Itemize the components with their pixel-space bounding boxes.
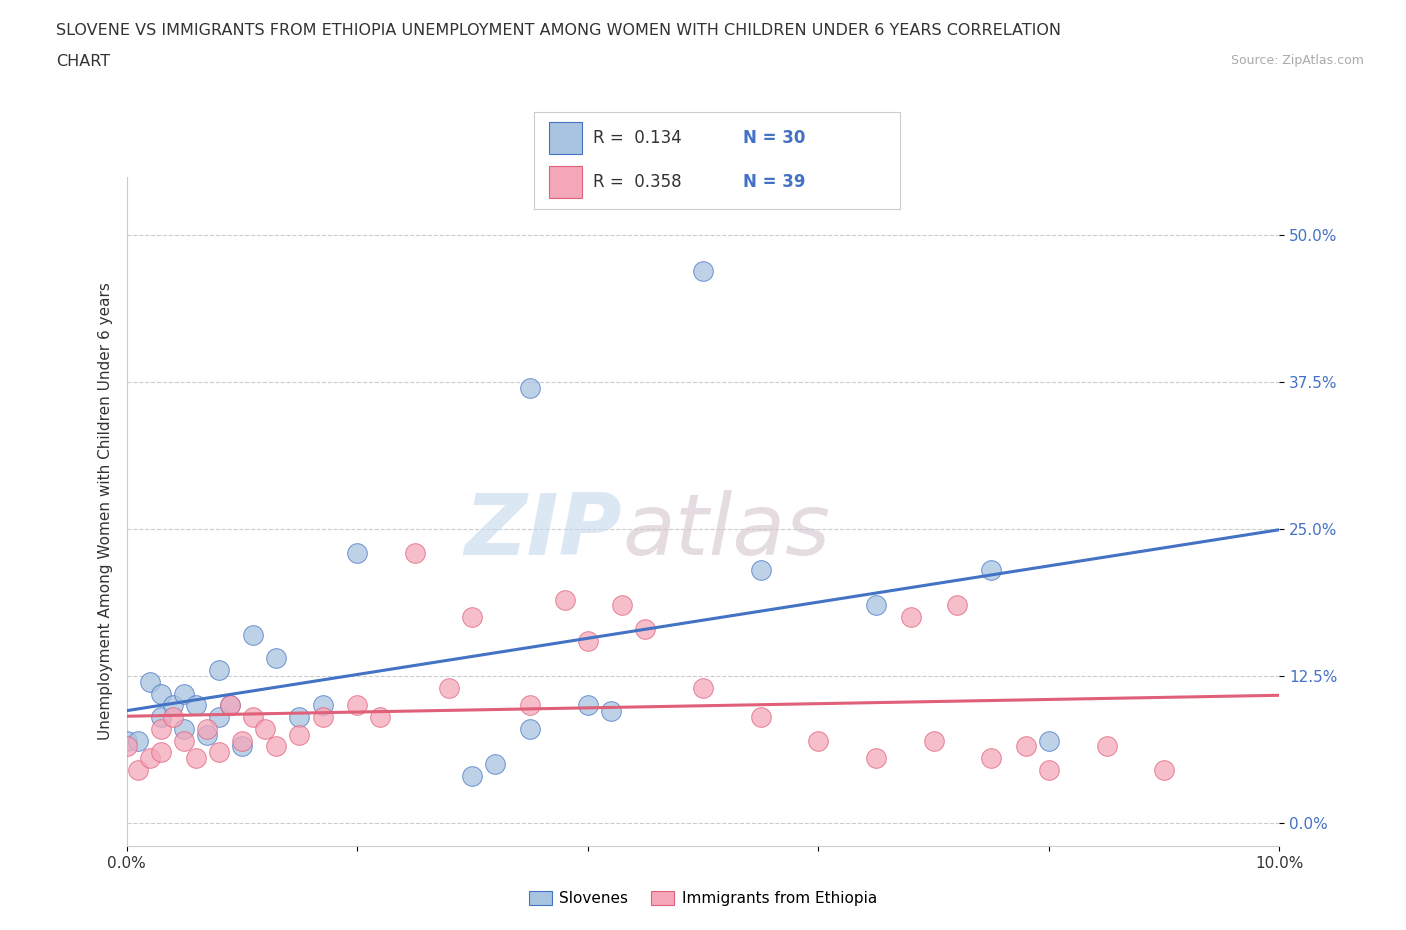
Point	[231, 739, 253, 754]
Point	[945, 598, 967, 613]
Text: R =  0.358: R = 0.358	[593, 173, 682, 191]
Point	[242, 628, 264, 643]
Point	[242, 710, 264, 724]
Point	[208, 663, 231, 678]
Text: SLOVENE VS IMMIGRANTS FROM ETHIOPIA UNEMPLOYMENT AMONG WOMEN WITH CHILDREN UNDER: SLOVENE VS IMMIGRANTS FROM ETHIOPIA UNEM…	[56, 23, 1062, 38]
Point	[208, 710, 231, 724]
Point	[346, 545, 368, 560]
Point	[368, 710, 391, 724]
Point	[692, 680, 714, 695]
Point	[184, 698, 207, 712]
Point	[173, 722, 195, 737]
Point	[127, 733, 149, 748]
Point	[346, 698, 368, 712]
Point	[519, 380, 541, 395]
Point	[1095, 739, 1118, 754]
Point	[484, 757, 506, 772]
Point	[150, 686, 173, 701]
Point	[138, 674, 160, 689]
Point	[288, 710, 311, 724]
Point	[1153, 763, 1175, 777]
Point	[865, 598, 887, 613]
Y-axis label: Unemployment Among Women with Children Under 6 years: Unemployment Among Women with Children U…	[97, 283, 112, 740]
Point	[311, 710, 333, 724]
Point	[554, 592, 576, 607]
Point	[266, 739, 288, 754]
Point	[150, 722, 173, 737]
Point	[599, 704, 621, 719]
FancyBboxPatch shape	[548, 123, 582, 153]
Point	[208, 745, 231, 760]
Point	[162, 698, 184, 712]
Point	[184, 751, 207, 765]
Point	[115, 733, 138, 748]
Text: ZIP: ZIP	[464, 490, 623, 573]
Point	[692, 263, 714, 278]
Point	[900, 610, 922, 625]
Text: CHART: CHART	[56, 54, 110, 69]
Point	[865, 751, 887, 765]
Point	[173, 733, 195, 748]
Point	[266, 651, 288, 666]
Point	[749, 710, 772, 724]
Point	[195, 722, 218, 737]
Point	[195, 727, 218, 742]
Point	[138, 751, 160, 765]
Point	[980, 751, 1002, 765]
Text: atlas: atlas	[623, 490, 831, 573]
Point	[219, 698, 242, 712]
Point	[1038, 733, 1060, 748]
Point	[612, 598, 634, 613]
Point	[311, 698, 333, 712]
FancyBboxPatch shape	[548, 166, 582, 197]
Point	[253, 722, 276, 737]
Point	[288, 727, 311, 742]
Point	[127, 763, 149, 777]
Point	[519, 698, 541, 712]
Point	[807, 733, 830, 748]
Point	[576, 633, 599, 648]
Text: R =  0.134: R = 0.134	[593, 129, 682, 147]
Point	[115, 739, 138, 754]
Point	[173, 686, 195, 701]
Point	[150, 745, 173, 760]
Point	[231, 733, 253, 748]
Point	[980, 563, 1002, 578]
Point	[404, 545, 426, 560]
Point	[150, 710, 173, 724]
Point	[1038, 763, 1060, 777]
Point	[461, 610, 484, 625]
Point	[922, 733, 945, 748]
Point	[519, 722, 541, 737]
Point	[219, 698, 242, 712]
Point	[576, 698, 599, 712]
Point	[461, 768, 484, 783]
Point	[749, 563, 772, 578]
Point	[1015, 739, 1038, 754]
Legend: Slovenes, Immigrants from Ethiopia: Slovenes, Immigrants from Ethiopia	[523, 885, 883, 912]
Point	[162, 710, 184, 724]
Text: Source: ZipAtlas.com: Source: ZipAtlas.com	[1230, 54, 1364, 67]
Text: N = 39: N = 39	[742, 173, 806, 191]
Point	[439, 680, 461, 695]
Text: N = 30: N = 30	[742, 129, 806, 147]
Point	[634, 621, 657, 636]
